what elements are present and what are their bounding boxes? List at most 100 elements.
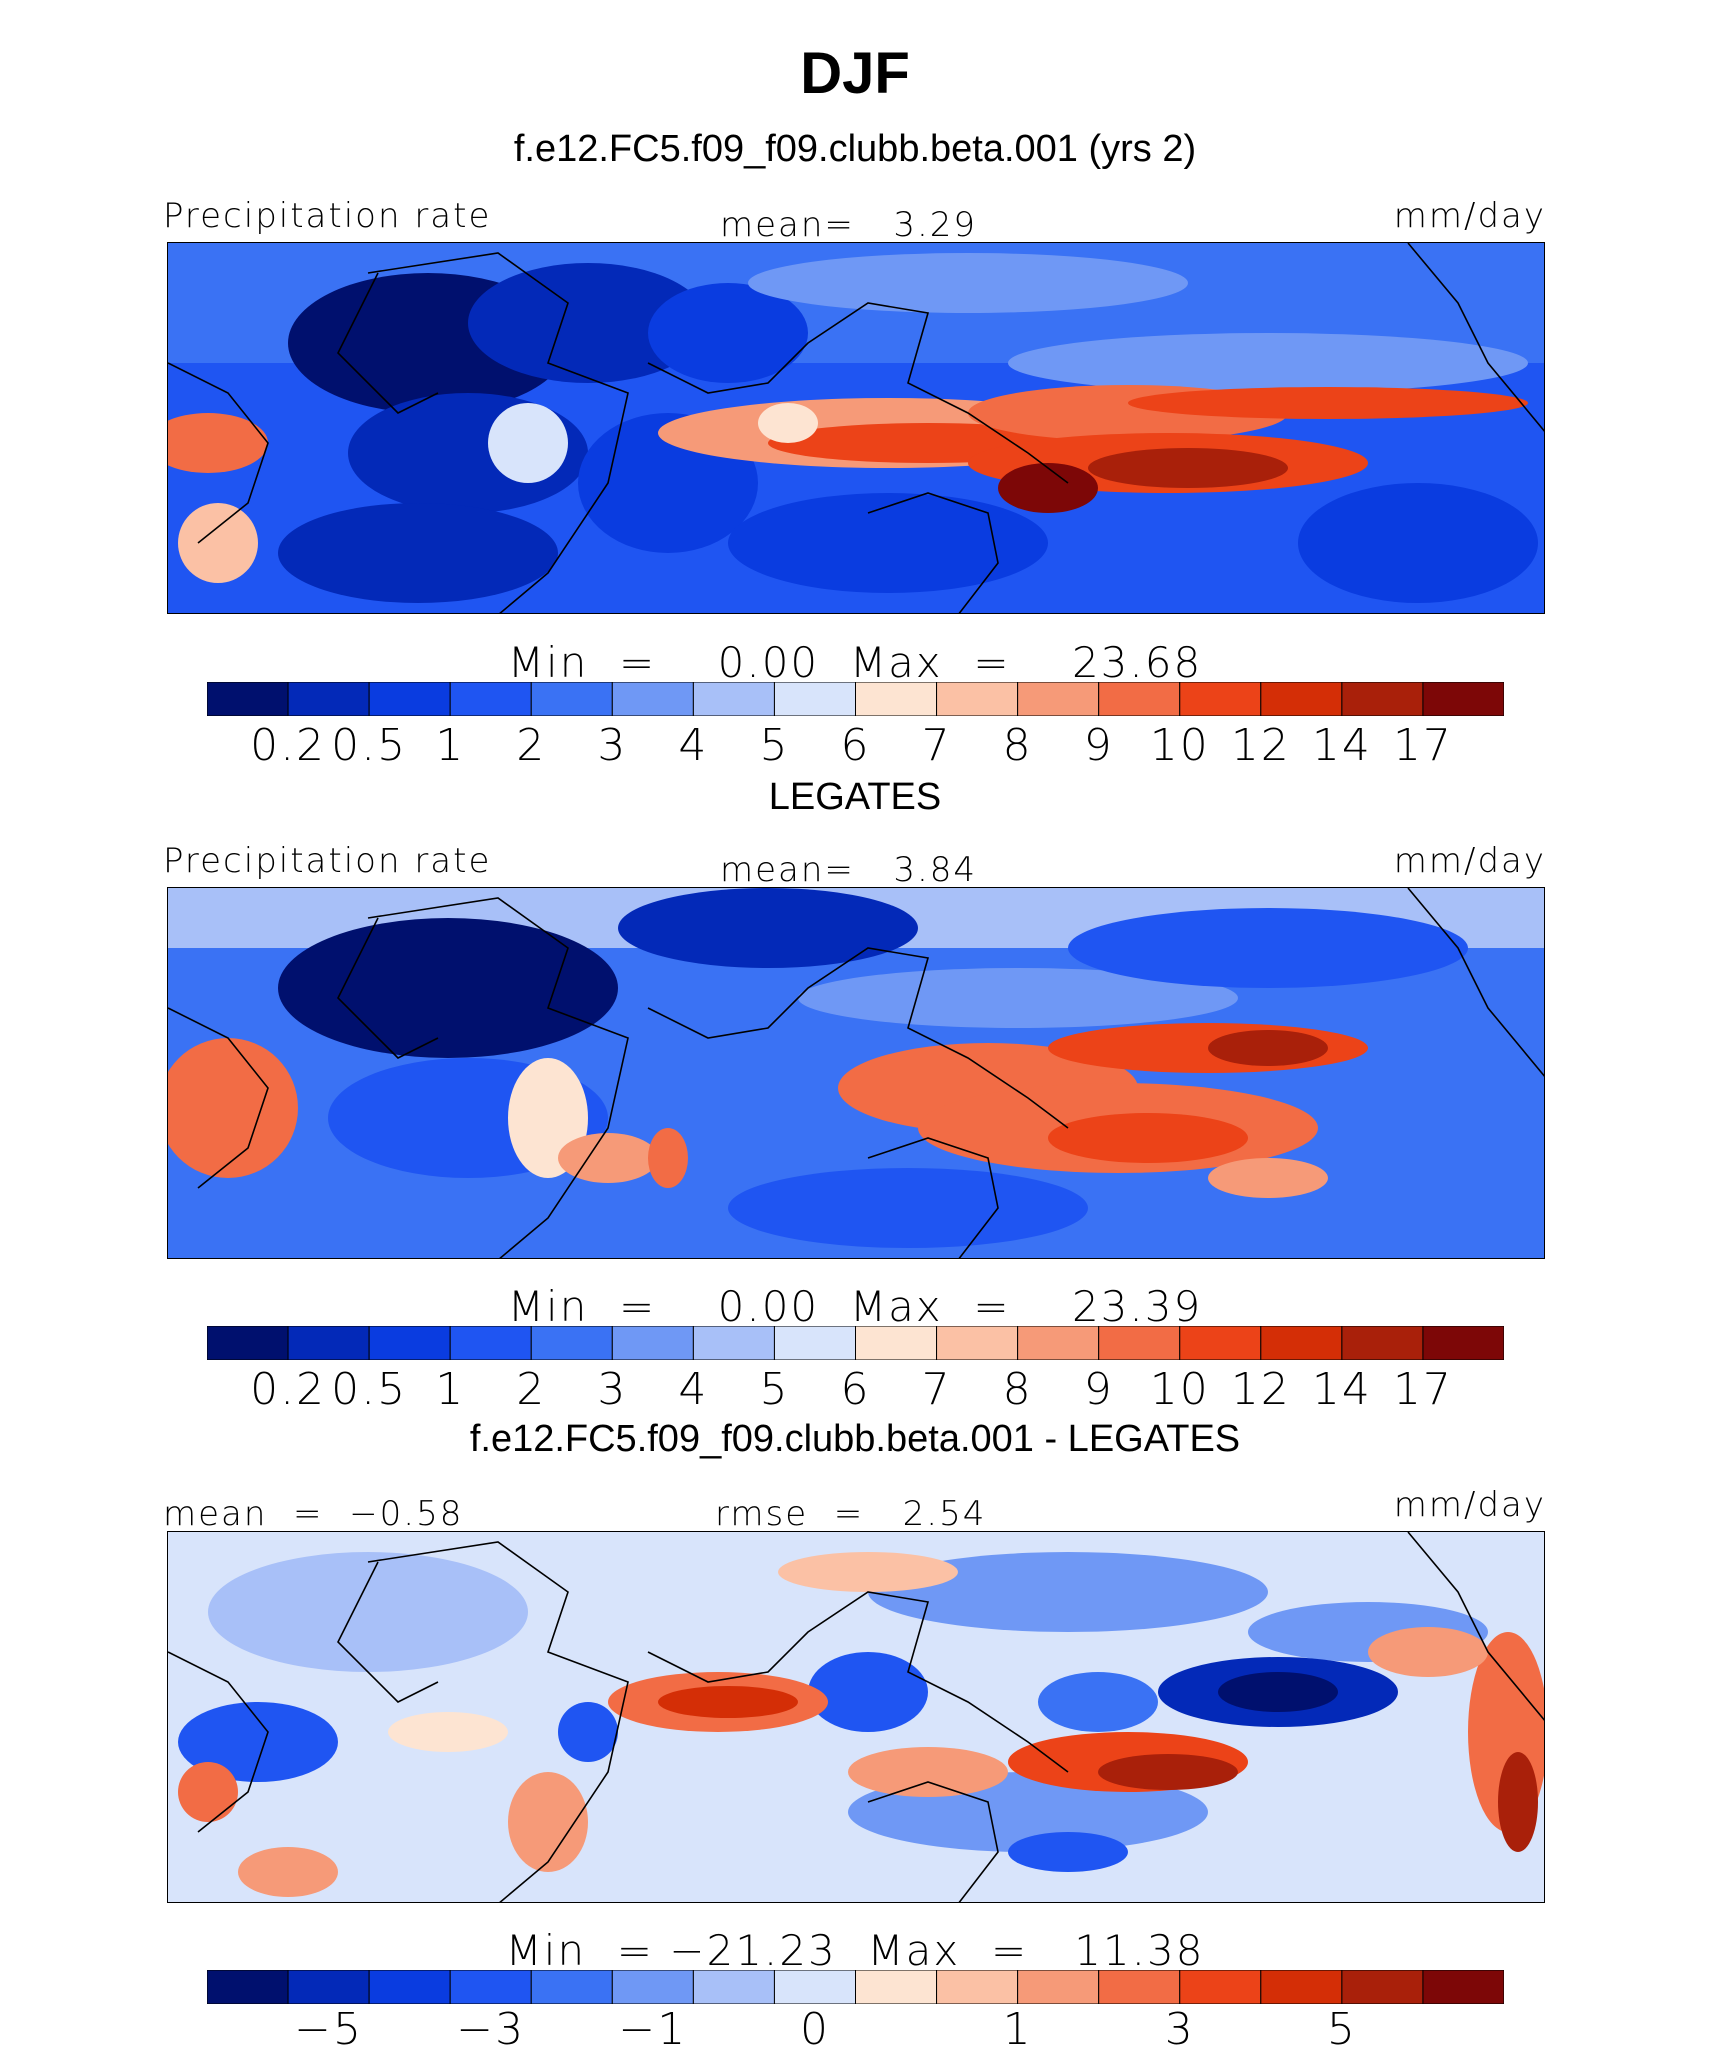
panel2-mean-label: mean= 3.84	[720, 850, 978, 890]
colorbar-tick-label: 2	[516, 1364, 547, 1415]
panel3-rmse-label: rmse = 2.54	[715, 1494, 987, 1534]
colorbar-swatch	[1098, 1326, 1181, 1360]
colorbar-swatch	[936, 1970, 1019, 2004]
panel2-variable-label: Precipitation rate	[163, 841, 492, 881]
panel2-units-label: mm/day	[1393, 841, 1546, 881]
colorbar-swatch	[1017, 682, 1100, 716]
colorbar-swatch	[1341, 682, 1424, 716]
colorbar-swatch	[611, 1326, 694, 1360]
colorbar-swatch	[611, 1970, 694, 2004]
panel1-map	[167, 242, 1545, 614]
colorbar-tick-label: 5	[759, 720, 790, 771]
panel3-units-label: mm/day	[1393, 1485, 1546, 1525]
colorbar-tick-label: 14	[1311, 1364, 1372, 1415]
colorbar-tick-label: 9	[1083, 720, 1114, 771]
colorbar-swatch	[1422, 1970, 1504, 2004]
colorbar-swatch	[449, 1326, 532, 1360]
colorbar-swatch	[1341, 1970, 1424, 2004]
colorbar-swatch	[855, 1970, 938, 2004]
panel3-map	[167, 1531, 1545, 1903]
colorbar-swatch	[1422, 1326, 1504, 1360]
colorbar-swatch	[287, 1326, 370, 1360]
colorbar-tick-label: 1	[1002, 2004, 1033, 2055]
colorbar-tick-label: 3	[597, 720, 628, 771]
panel2-min-max: Min = 0.00 Max = 23.39	[507, 1282, 1203, 1331]
panel1-case-title: f.e12.FC5.f09_f09.clubb.beta.001 (yrs 2)	[513, 128, 1197, 170]
colorbar-swatch	[530, 682, 613, 716]
colorbar-swatch	[855, 1326, 938, 1360]
colorbar-swatch	[287, 1970, 370, 2004]
colorbar-tick-label: 10	[1149, 1364, 1210, 1415]
colorbar-swatch	[936, 682, 1019, 716]
panel3-colorbar	[207, 1970, 1504, 2004]
colorbar-swatch	[368, 1326, 451, 1360]
panel2-map	[167, 887, 1545, 1259]
colorbar-swatch	[1422, 682, 1504, 716]
colorbar-tick-label: 6	[840, 1364, 871, 1415]
colorbar-swatch	[773, 1970, 856, 2004]
colorbar-tick-label: 8	[1002, 1364, 1033, 1415]
colorbar-tick-label: 3	[597, 1364, 628, 1415]
colorbar-swatch	[449, 682, 532, 716]
colorbar-tick-label: 12	[1230, 1364, 1291, 1415]
colorbar-tick-label: 4	[678, 1364, 709, 1415]
colorbar-swatch	[936, 1326, 1019, 1360]
colorbar-tick-label: −3	[456, 2004, 526, 2055]
colorbar-swatch	[1341, 1326, 1424, 1360]
panel2-colorbar	[207, 1326, 1504, 1360]
colorbar-swatch	[207, 682, 289, 716]
colorbar-tick-label: 0.5	[331, 720, 408, 771]
panel3-mean-label: mean = −0.58	[163, 1494, 464, 1534]
colorbar-tick-label: 2	[516, 720, 547, 771]
colorbar-tick-label: 7	[921, 1364, 952, 1415]
panel3-colorbar-ticks: −5 −3 −1 0 1 3 5	[207, 2004, 1504, 2055]
figure-title: DJF	[800, 41, 910, 106]
colorbar-swatch	[1179, 1970, 1262, 2004]
colorbar-swatch	[1179, 682, 1262, 716]
colorbar-swatch	[773, 1326, 856, 1360]
panel1-units-label: mm/day	[1393, 196, 1546, 236]
colorbar-tick-label: 0.2	[250, 720, 327, 771]
colorbar-tick-label: 5	[759, 1364, 790, 1415]
colorbar-swatch	[1017, 1970, 1100, 2004]
colorbar-swatch	[1017, 1326, 1100, 1360]
colorbar-tick-label: 0.5	[331, 1364, 408, 1415]
colorbar-tick-label: 3	[1164, 2004, 1195, 2055]
colorbar-tick-label: 1	[435, 1364, 466, 1415]
colorbar-swatch	[368, 682, 451, 716]
panel3-case-title: f.e12.FC5.f09_f09.clubb.beta.001 - LEGAT…	[469, 1418, 1241, 1460]
colorbar-tick-label: 12	[1230, 720, 1291, 771]
colorbar-swatch	[449, 1970, 532, 2004]
colorbar-swatch	[530, 1326, 613, 1360]
panel3-min-max: Min = −21.23 Max = 11.38	[505, 1926, 1205, 1975]
colorbar-swatch	[1260, 1970, 1343, 2004]
colorbar-tick-label: 4	[678, 720, 709, 771]
colorbar-tick-label: 9	[1083, 1364, 1114, 1415]
colorbar-tick-label: −1	[618, 2004, 688, 2055]
colorbar-swatch	[207, 1970, 289, 2004]
colorbar-swatch	[692, 682, 775, 716]
panel1-colorbar-ticks: 0.2 0.5 1 2 3 4 5 6 7 8 9 10 12 14 17	[207, 720, 1504, 771]
colorbar-swatch	[287, 682, 370, 716]
colorbar-swatch	[1098, 682, 1181, 716]
colorbar-swatch	[1098, 1970, 1181, 2004]
colorbar-swatch	[1260, 682, 1343, 716]
colorbar-swatch	[692, 1326, 775, 1360]
colorbar-tick-label: 14	[1311, 720, 1372, 771]
colorbar-tick-label: −5	[294, 2004, 364, 2055]
colorbar-tick-label: 0.2	[250, 1364, 327, 1415]
colorbar-tick-label: 6	[840, 720, 871, 771]
colorbar-swatch	[207, 1326, 289, 1360]
colorbar-tick-label: 5	[1326, 2004, 1357, 2055]
colorbar-swatch	[855, 682, 938, 716]
colorbar-swatch	[1260, 1326, 1343, 1360]
colorbar-swatch	[368, 1970, 451, 2004]
colorbar-swatch	[530, 1970, 613, 2004]
colorbar-tick-label: 0	[799, 2004, 830, 2055]
colorbar-tick-label: 17	[1392, 720, 1453, 771]
panel1-min-max: Min = 0.00 Max = 23.68	[507, 638, 1203, 687]
panel1-mean-label: mean= 3.29	[720, 205, 978, 245]
colorbar-swatch	[1179, 1326, 1262, 1360]
colorbar-tick-label: 17	[1392, 1364, 1453, 1415]
colorbar-swatch	[692, 1970, 775, 2004]
